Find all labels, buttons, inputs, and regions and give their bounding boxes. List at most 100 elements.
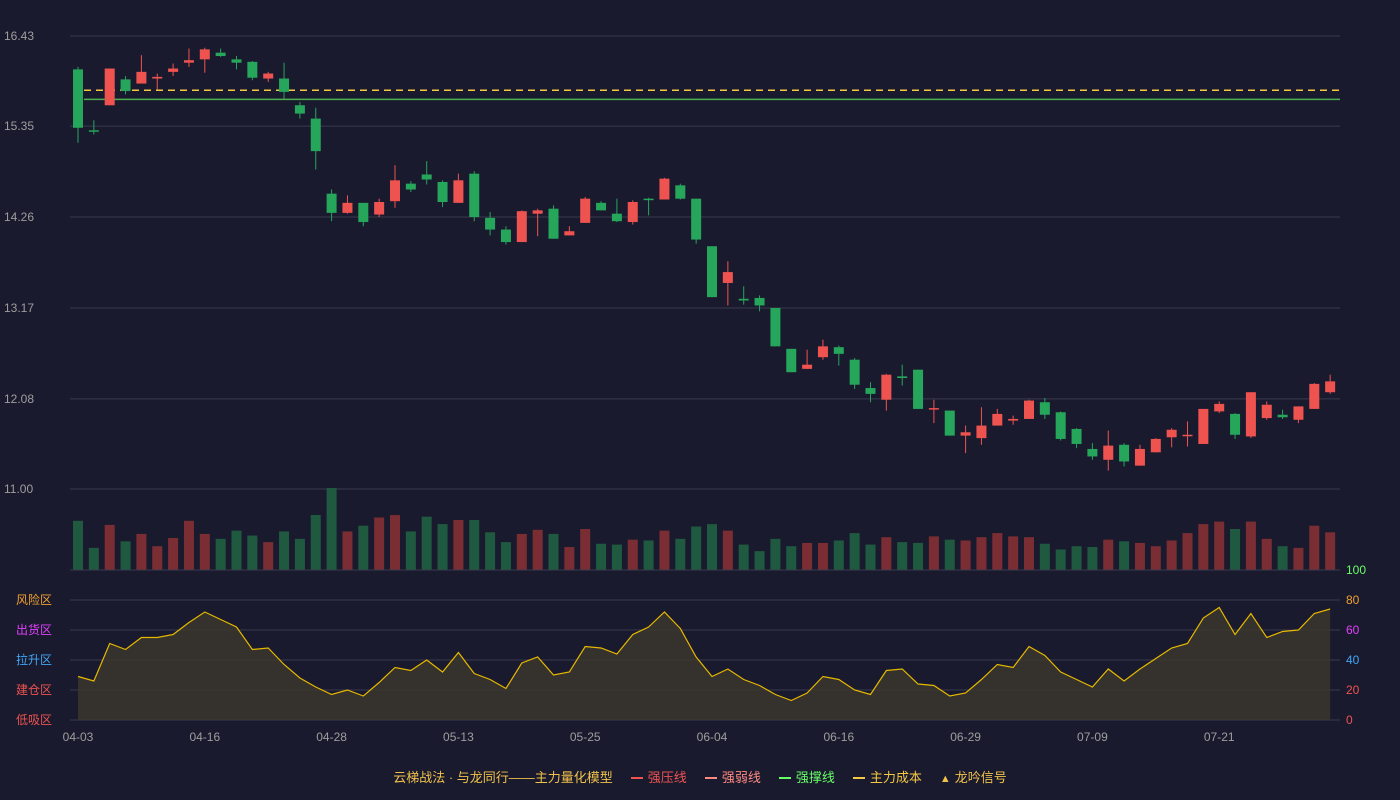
candle-body [263, 73, 274, 79]
candle-body [516, 211, 527, 243]
volume-bar [342, 531, 353, 570]
candle-body [1261, 404, 1272, 419]
volume-bar [944, 539, 955, 570]
volume-bar [326, 488, 337, 570]
volume-bar [358, 525, 369, 570]
volume-bar [897, 542, 908, 570]
candle-body [247, 61, 258, 78]
candle-body [1198, 408, 1209, 444]
volume-bar [754, 551, 765, 570]
price-axis: 11.00 12.08 13.17 14.26 15.35 16.43 [4, 29, 34, 496]
volume-bar [136, 533, 147, 570]
candle-body [405, 183, 416, 190]
indicator-tick-label: 0 [1346, 713, 1353, 727]
candle-body [564, 231, 575, 236]
indicator-area [77, 606, 1331, 720]
volume-bar [1150, 546, 1161, 570]
indicator-fill [78, 607, 1331, 720]
candle-body [104, 68, 115, 106]
volume-bar [548, 533, 559, 570]
price-tick-label: 11.00 [4, 482, 33, 496]
date-tick-label: 06-04 [697, 730, 728, 744]
volume-bar [659, 530, 670, 570]
candle-body [469, 173, 480, 218]
candle-body [120, 79, 131, 92]
volume-bar [1214, 521, 1225, 570]
candle-body [199, 49, 210, 60]
volume-bar [1245, 521, 1256, 570]
candle-body [1103, 445, 1114, 460]
volume-bar [73, 520, 83, 570]
candle-body [1214, 403, 1225, 412]
candle-body [326, 193, 337, 213]
volume-bar [1119, 541, 1130, 570]
volume-bar [1103, 539, 1114, 570]
volume-bar [643, 540, 654, 570]
volume-bar [817, 542, 828, 570]
candle-body [928, 408, 939, 410]
volume-bar [1071, 546, 1082, 570]
volume-bar [802, 542, 813, 570]
price-tick-label: 12.08 [4, 392, 34, 406]
volume-bar [786, 546, 797, 570]
volume-bar [88, 547, 99, 570]
candle-body [390, 180, 400, 202]
volume-bar [1087, 547, 1098, 570]
volume-bars [73, 488, 1336, 570]
candle-body [976, 425, 987, 439]
zone-label: 风险区 [16, 592, 52, 607]
legend-label: 强弱线 [721, 770, 761, 785]
candle-body [1230, 413, 1241, 435]
candle-body [152, 76, 163, 79]
volume-bar [992, 533, 1003, 570]
candle-body [215, 52, 226, 57]
candle-body [596, 202, 607, 211]
candle-body [707, 246, 717, 298]
volume-bar [215, 538, 226, 570]
candle-body [1150, 438, 1161, 453]
volume-bar [390, 515, 400, 570]
volume-bar [1008, 536, 1019, 570]
indicator-tick-label: 60 [1346, 623, 1360, 637]
zone-label: 拉升区 [16, 652, 52, 667]
volume-bar [865, 544, 876, 570]
date-tick-label: 05-13 [443, 730, 474, 744]
legend-item: 云梯战法 · 与龙同行——主力量化模型 [393, 767, 613, 786]
candle-body [294, 105, 305, 114]
volume-bar [437, 524, 448, 570]
volume-bar [310, 515, 321, 570]
volume-bar [675, 538, 686, 570]
candle-body [611, 213, 622, 222]
candle-body [786, 348, 797, 373]
volume-bar [1166, 540, 1177, 570]
candles [73, 47, 1336, 471]
candle-body [992, 413, 1003, 426]
volume-bar [1277, 546, 1288, 570]
zone-label: 建仓区 [16, 683, 52, 697]
indicator-tick-label: 100 [1346, 563, 1366, 577]
volume-bar [183, 520, 194, 570]
candle-body [358, 202, 369, 223]
candle-body [88, 130, 99, 132]
reference-lines [84, 89, 1340, 101]
candle-body [374, 202, 385, 215]
date-axis: 04-03 04-16 04-28 05-13 05-25 06-04 06-16 06-29… [63, 730, 1235, 744]
volume-bar [485, 532, 496, 570]
date-tick-label: 05-25 [570, 730, 601, 744]
date-tick-label: 07-09 [1077, 730, 1108, 744]
candle-body [1277, 414, 1288, 418]
volume-bar [152, 546, 163, 570]
volume-bar [564, 547, 575, 570]
volume-bar [1134, 542, 1145, 570]
volume-bar [928, 536, 939, 570]
candle-body [1293, 406, 1304, 420]
legend-item: 强撑线 [778, 767, 835, 786]
legend-item: ▲ 龙吟信号 [940, 767, 1007, 786]
volume-bar [294, 538, 305, 570]
indicator-tick-label: 40 [1346, 653, 1360, 667]
candle-body [1309, 383, 1320, 409]
volume-bar [199, 533, 210, 570]
volume-bar [1182, 533, 1193, 570]
indicator-tick-label: 20 [1346, 683, 1360, 697]
